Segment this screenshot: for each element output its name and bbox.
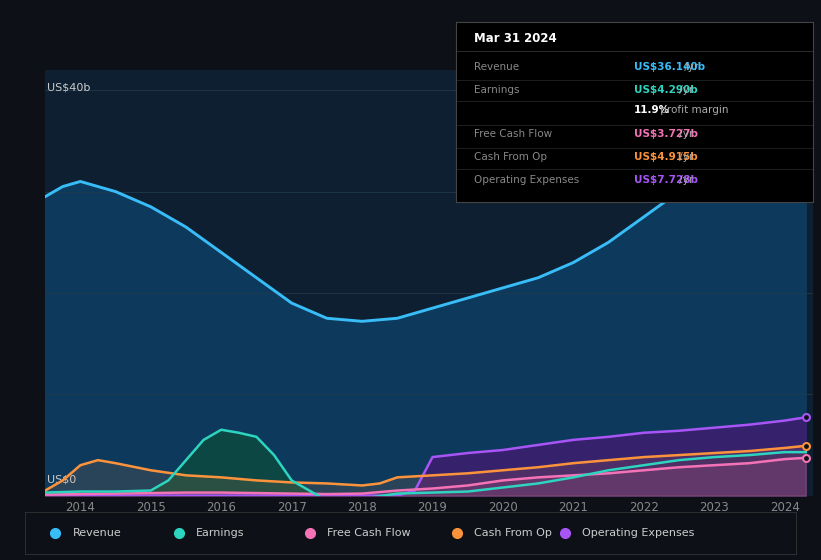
Text: US$0: US$0 [47,475,76,485]
Text: Cash From Op: Cash From Op [474,152,547,162]
Text: Operating Expenses: Operating Expenses [582,529,695,538]
Text: Free Cash Flow: Free Cash Flow [327,529,410,538]
Text: /yr: /yr [681,62,698,72]
Text: profit margin: profit margin [658,105,729,115]
Text: Revenue: Revenue [72,529,122,538]
Text: Cash From Op: Cash From Op [474,529,552,538]
Text: US$4.290b: US$4.290b [635,86,698,96]
Text: /yr: /yr [676,175,693,185]
Text: Earnings: Earnings [474,86,519,96]
Text: /yr: /yr [676,152,693,162]
Text: Mar 31 2024: Mar 31 2024 [474,32,557,45]
Text: /yr: /yr [676,128,693,138]
Text: US$40b: US$40b [47,83,90,93]
Text: 11.9%: 11.9% [635,105,671,115]
Text: /yr: /yr [676,86,693,96]
Text: Earnings: Earnings [196,529,245,538]
Text: US$3.727b: US$3.727b [635,128,698,138]
Text: Operating Expenses: Operating Expenses [474,175,579,185]
Text: US$36.140b: US$36.140b [635,62,705,72]
Text: Free Cash Flow: Free Cash Flow [474,128,552,138]
Text: US$7.728b: US$7.728b [635,175,698,185]
Text: US$4.915b: US$4.915b [635,152,698,162]
Text: Revenue: Revenue [474,62,519,72]
